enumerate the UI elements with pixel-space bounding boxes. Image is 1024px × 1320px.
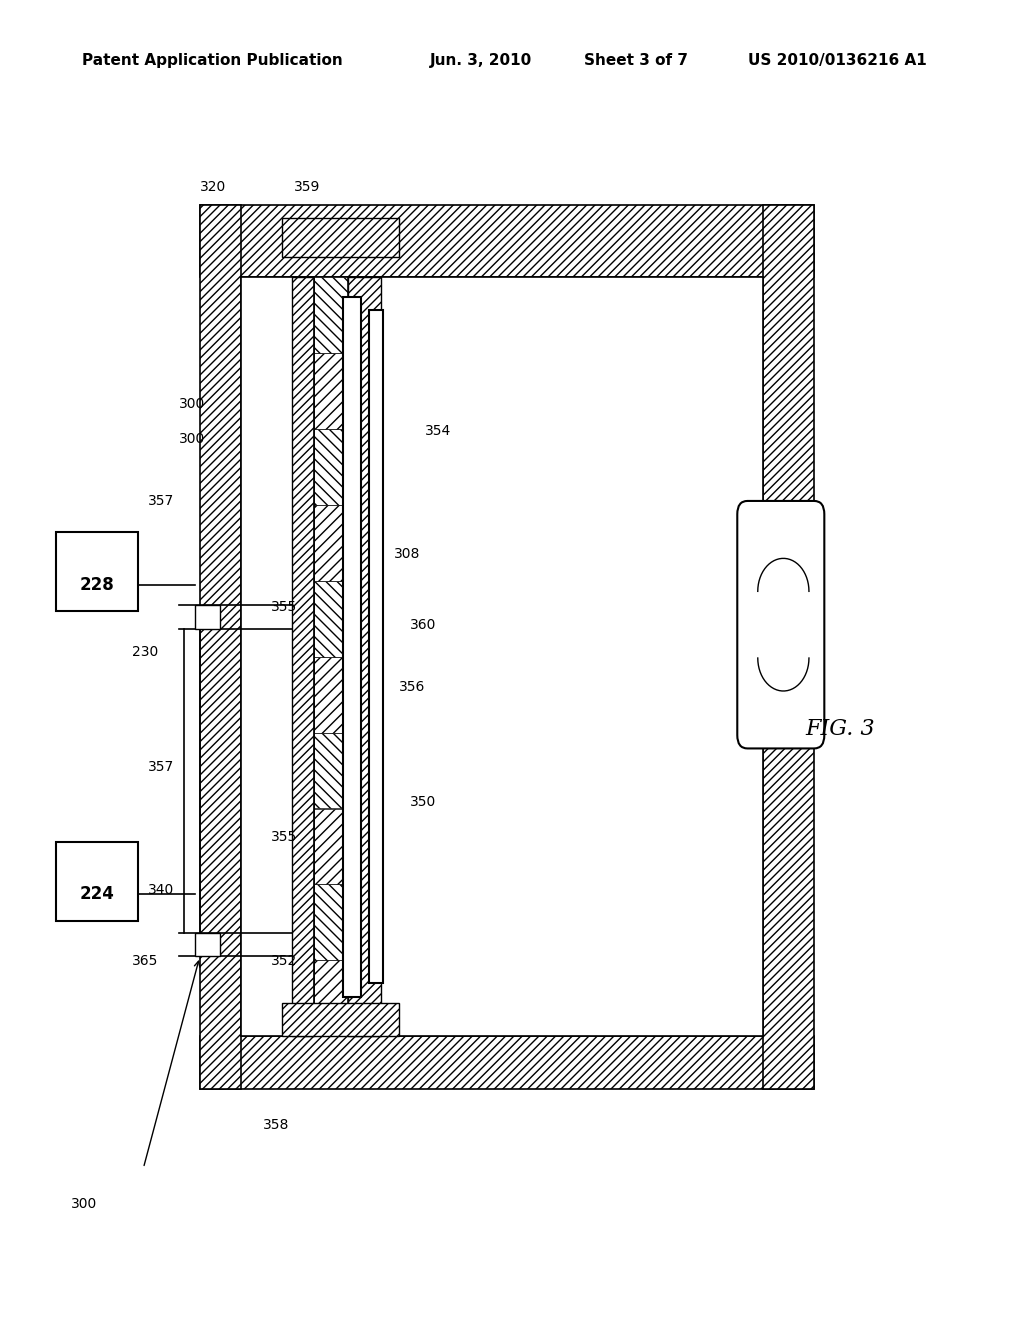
Bar <box>343 297 361 997</box>
Bar <box>314 808 348 884</box>
Text: 357: 357 <box>147 759 174 774</box>
Bar <box>282 1003 399 1036</box>
Bar <box>292 277 314 1036</box>
FancyBboxPatch shape <box>737 500 824 748</box>
Text: 300: 300 <box>71 1197 97 1210</box>
Text: 354: 354 <box>425 424 452 437</box>
Text: 360: 360 <box>410 618 436 632</box>
Text: 230: 230 <box>132 644 159 659</box>
Bar <box>369 310 383 983</box>
Bar <box>241 277 763 1036</box>
Bar <box>314 656 348 733</box>
Text: US 2010/0136216 A1: US 2010/0136216 A1 <box>748 53 927 67</box>
Text: 352: 352 <box>270 954 297 968</box>
Bar <box>314 884 348 961</box>
Text: Sheet 3 of 7: Sheet 3 of 7 <box>584 53 688 67</box>
Text: 340: 340 <box>147 883 174 898</box>
Bar <box>348 277 381 1036</box>
Text: 358: 358 <box>263 1118 290 1131</box>
Text: 359: 359 <box>294 181 321 194</box>
Text: 308: 308 <box>394 548 421 561</box>
Bar <box>282 218 399 257</box>
Text: 355: 355 <box>270 830 297 845</box>
Bar <box>314 504 348 581</box>
Bar <box>200 205 814 277</box>
Bar <box>195 606 220 630</box>
FancyBboxPatch shape <box>56 532 138 611</box>
Bar <box>314 352 348 429</box>
Text: FIG. 3: FIG. 3 <box>805 718 874 741</box>
Bar <box>241 277 763 1036</box>
Bar <box>200 1036 814 1089</box>
Bar <box>195 932 220 956</box>
Text: 300: 300 <box>178 397 205 411</box>
Bar <box>200 205 241 1089</box>
FancyBboxPatch shape <box>56 842 138 921</box>
Text: 300: 300 <box>178 433 205 446</box>
Text: 228: 228 <box>80 576 115 594</box>
Text: 355: 355 <box>270 601 297 614</box>
Text: 365: 365 <box>132 954 159 968</box>
Text: 357: 357 <box>147 494 174 508</box>
Bar <box>314 581 348 656</box>
Bar <box>314 733 348 808</box>
Bar <box>314 277 348 352</box>
Text: 224: 224 <box>80 886 115 903</box>
Text: Jun. 3, 2010: Jun. 3, 2010 <box>430 53 532 67</box>
Text: Patent Application Publication: Patent Application Publication <box>82 53 343 67</box>
Bar <box>314 961 348 1036</box>
Bar <box>314 429 348 504</box>
Text: 350: 350 <box>410 795 436 809</box>
Text: 320: 320 <box>200 181 226 194</box>
Bar <box>763 205 814 1089</box>
Text: 356: 356 <box>399 680 426 694</box>
